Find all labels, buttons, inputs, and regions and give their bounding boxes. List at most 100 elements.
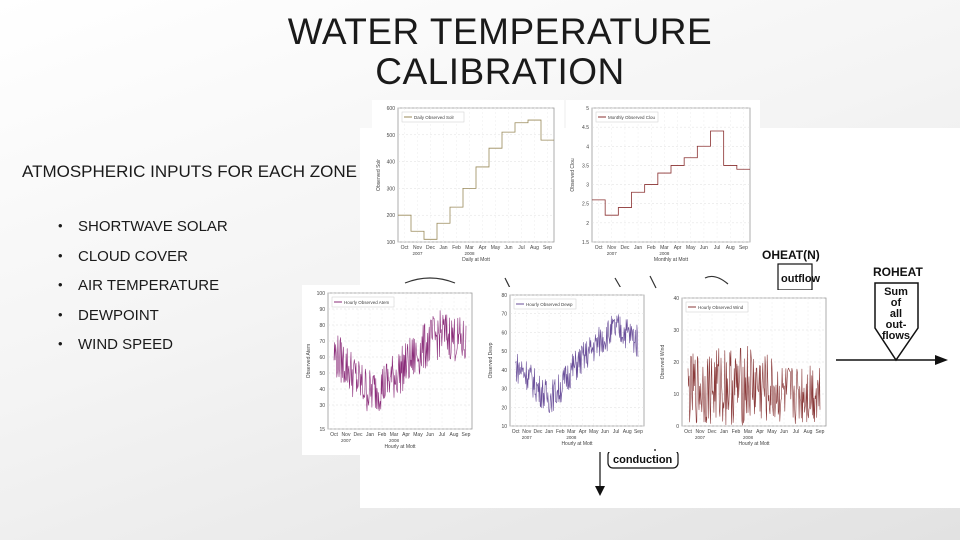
flow-arrow-icon — [935, 355, 948, 365]
x-axis-label: Monthly at Mott — [654, 257, 689, 263]
x-tick-label: Nov — [696, 429, 705, 435]
x-tick-label: Aug — [804, 429, 813, 435]
y-tick-label: 20 — [673, 360, 679, 366]
x-tick-label: Sep — [462, 432, 471, 438]
x-tick-label: Oct — [684, 429, 692, 435]
title-line-1: WATER TEMPERATURE — [287, 11, 713, 52]
x-tick-label: Oct — [330, 432, 338, 438]
bullet-item: WIND SPEED — [58, 336, 228, 366]
x-tick-label: Aug — [450, 432, 459, 438]
x-tick-label: Sep — [739, 245, 748, 251]
year-label: 2007 — [607, 251, 618, 256]
cloud-chart: 1.5 2 2.5 3 3.5 4 4.5 5 Oct Nov Dec Jan Feb Mar Apr May… — [566, 100, 760, 268]
y-tick-label: 600 — [387, 106, 396, 112]
y-tick-label: 15 — [319, 427, 325, 433]
y-tick-label: 5 — [586, 106, 589, 112]
roheat-label: ROHEAT — [873, 265, 923, 279]
year-label: 2007 — [412, 251, 423, 256]
diagram-mark — [649, 275, 657, 289]
x-tick-label: Nov — [342, 432, 351, 438]
diagram-arc — [404, 277, 456, 284]
bullet-item: CLOUD COVER — [58, 248, 228, 278]
x-axis-label: Hourly at Mott — [384, 444, 416, 450]
bullet-item: AIR TEMPERATURE — [58, 277, 228, 307]
x-tick-label: May — [589, 429, 599, 435]
x-tick-label: Apr — [479, 245, 487, 251]
legend-box — [401, 111, 465, 123]
x-tick-label: May — [413, 432, 423, 438]
subheading: ATMOSPHERIC INPUTS FOR EACH ZONE — [22, 162, 357, 181]
x-tick-label: Mar — [465, 245, 474, 251]
x-axis-label: Daily at Mott — [462, 257, 490, 263]
x-tick-label: Jun — [426, 432, 434, 438]
x-tick-label: Jul — [714, 245, 720, 251]
dewpoint-chart: 10 20 30 40 50 60 70 80 Oct Nov Dec Jan Feb Mar Apr May… — [484, 287, 654, 452]
x-tick-label: Jul — [518, 245, 524, 251]
bullet-item: SHORTWAVE SOLAR — [58, 218, 228, 248]
year-label: 2008 — [566, 435, 577, 440]
x-tick-label: Apr — [756, 429, 764, 435]
y-tick-label: 200 — [387, 213, 396, 219]
data-series — [687, 346, 821, 426]
x-tick-label: Oct — [595, 245, 603, 251]
y-tick-label: 100 — [387, 240, 396, 246]
roheat-line: all — [890, 308, 902, 320]
x-tick-label: Oct — [401, 245, 409, 251]
y-tick-label: 10 — [501, 424, 507, 430]
x-tick-label: Sep — [816, 429, 825, 435]
y-tick-label: 80 — [501, 293, 507, 299]
y-axis-label: Observed Solr — [376, 159, 382, 191]
legend-box — [595, 111, 659, 123]
diagram-arc — [704, 275, 729, 285]
y-tick-label: 40 — [319, 387, 325, 393]
x-tick-label: Jun — [601, 429, 609, 435]
x-tick-label: Mar — [390, 432, 399, 438]
outflow-box — [777, 263, 813, 291]
y-tick-label: 40 — [501, 368, 507, 374]
x-tick-label: Aug — [623, 429, 632, 435]
year-label: 2008 — [389, 438, 400, 443]
roheat-shape — [874, 282, 919, 362]
x-tick-label: Aug — [726, 245, 735, 251]
x-tick-label: Jul — [793, 429, 799, 435]
y-tick-label: 70 — [319, 339, 325, 345]
legend-label: Monthly Observed Clou — [608, 115, 656, 120]
x-tick-label: Aug — [530, 245, 539, 251]
y-tick-label: 50 — [319, 371, 325, 377]
title-line-2: CALIBRATION — [375, 51, 625, 92]
legend-label: Daily Observed Solr — [414, 115, 455, 120]
x-tick-label: Dec — [533, 429, 542, 435]
y-tick-label: 4 — [586, 144, 589, 150]
y-tick-label: 3 — [586, 183, 589, 189]
y-tick-label: 1.5 — [582, 240, 589, 246]
x-tick-label: Feb — [647, 245, 656, 251]
year-label: 2008 — [743, 435, 754, 440]
x-tick-label: May — [767, 429, 777, 435]
solar-chart: 100 200 300 400 500 600 Oct Nov Dec Jan Feb Mar Apr M… — [372, 100, 564, 268]
roheat-line: flows — [882, 330, 910, 342]
x-tick-label: Jan — [366, 432, 374, 438]
y-tick-label: 80 — [319, 323, 325, 329]
y-tick-label: 30 — [319, 403, 325, 409]
down-arrow-icon — [595, 486, 605, 496]
y-tick-label: 20 — [501, 405, 507, 411]
x-tick-label: Apr — [674, 245, 682, 251]
y-axis-label: Observed Clou — [570, 158, 576, 192]
y-tick-label: 30 — [673, 328, 679, 334]
y-tick-label: 100 — [317, 291, 326, 297]
y-tick-label: 60 — [319, 355, 325, 361]
x-tick-label: Dec — [620, 245, 629, 251]
x-axis-label: Hourly at Mott — [561, 441, 593, 447]
year-label: 2008 — [659, 251, 670, 256]
x-tick-label: Dec — [708, 429, 717, 435]
y-tick-label: 10 — [673, 392, 679, 398]
plot-frame — [591, 107, 751, 243]
x-tick-label: May — [686, 245, 696, 251]
y-tick-label: 90 — [319, 307, 325, 313]
year-label: 2007 — [695, 435, 706, 440]
y-tick-label: 60 — [501, 330, 507, 336]
legend-label: Hourly Observed Atem — [344, 300, 390, 305]
x-tick-label: Feb — [452, 245, 461, 251]
x-tick-label: Jan — [720, 429, 728, 435]
x-tick-label: Mar — [744, 429, 753, 435]
